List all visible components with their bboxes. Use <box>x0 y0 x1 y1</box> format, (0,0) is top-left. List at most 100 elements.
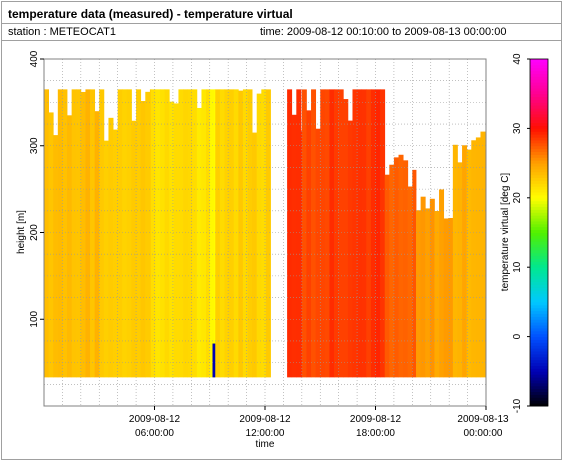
colorbar-band <box>530 385 548 390</box>
heatmap-cell <box>429 198 435 378</box>
heatmap-cell <box>329 89 335 378</box>
colorbar-band <box>530 403 548 407</box>
x-tick-label-date: 2009-08-12 <box>350 414 402 425</box>
colorbar-band <box>530 379 548 384</box>
heatmap-cell <box>366 89 372 378</box>
time-range-label: time: 2009-08-12 00:10:00 to 2009-08-13 … <box>260 26 507 38</box>
heatmap-cell <box>242 89 248 378</box>
colorbar-border <box>529 58 549 407</box>
x-tick-label-time: 12:00:00 <box>246 428 285 439</box>
colorbar-band <box>530 171 548 176</box>
heatmap-cell <box>150 89 156 378</box>
heatmap-cell <box>233 89 239 378</box>
heatmap-cell <box>67 115 73 378</box>
heatmap-cell <box>209 89 215 378</box>
heatmap-cell <box>214 89 216 378</box>
heatmap-cell <box>131 120 137 378</box>
heatmap-cell <box>201 89 207 378</box>
colorbar-band <box>530 238 548 242</box>
colorbar-band <box>530 218 548 222</box>
colorbar-band <box>530 325 548 329</box>
colorbar-band <box>530 246 548 251</box>
heatmap-cell <box>169 101 175 378</box>
heatmap-cell <box>315 128 321 378</box>
colorbar-band <box>530 174 548 179</box>
heatmap-cell <box>448 217 454 378</box>
colorbar-band <box>530 102 548 106</box>
heatmap-cell <box>300 130 303 378</box>
colorbar-band <box>530 99 548 103</box>
heatmap-cell <box>475 137 481 378</box>
heatmap-cell <box>48 112 54 378</box>
colorbar-band <box>530 284 548 288</box>
colorbar-band <box>530 85 548 89</box>
colorbar-tick-label: 20 <box>512 192 523 204</box>
colorbar-band <box>530 212 548 216</box>
colorbar-tick-label: 10 <box>512 261 523 273</box>
colorbar-band <box>530 186 548 190</box>
title-bar: temperature data (measured) - temperatur… <box>2 2 561 24</box>
x-axis: 2009-08-12 06:00:00 2009-08-12 12:00:00 2009… <box>129 406 509 439</box>
heatmap-cell <box>291 114 297 378</box>
colorbar-band <box>530 183 548 187</box>
heatmap-cell <box>311 89 317 378</box>
heatmap-cell <box>117 89 123 378</box>
colorbar-band <box>530 342 548 346</box>
heatmap-cell <box>324 89 330 378</box>
heatmap-cell <box>252 132 258 378</box>
colorbar-band <box>530 79 548 83</box>
heatmap-cell <box>265 89 271 378</box>
colorbar-band <box>530 258 548 262</box>
heatmap-cell <box>224 89 230 378</box>
colorbar-band <box>530 70 548 74</box>
heatmap-cell <box>370 89 376 378</box>
colorbar-band <box>530 322 548 326</box>
grid-lines <box>44 59 486 406</box>
heatmap-cell <box>113 129 119 378</box>
colorbar-band <box>530 232 548 236</box>
colorbar-label: temperature virtual [deg C] <box>500 173 511 292</box>
colorbar-band <box>530 249 548 254</box>
x-tick-label-date: 2009-08-12 <box>239 414 291 425</box>
y-tick-label: 200 <box>29 224 40 241</box>
heatmap-cell <box>183 89 189 378</box>
x-tick-label-time: 06:00:00 <box>135 428 174 439</box>
heatmap-cell <box>187 89 193 378</box>
heatmap-cell <box>155 89 161 378</box>
heatmap-cell <box>108 117 114 378</box>
heatmap-cell <box>416 210 422 378</box>
colorbar-band <box>530 168 548 173</box>
heatmap-cell <box>122 89 128 378</box>
heatmap-cell <box>71 89 77 378</box>
colorbar-band <box>530 119 548 124</box>
colorbar-band <box>530 148 548 153</box>
colorbar-band <box>530 59 548 63</box>
colorbar-band <box>530 377 548 381</box>
y-tick-label: 400 <box>29 50 40 67</box>
colorbar-band <box>530 165 548 170</box>
colorbar-band <box>530 235 548 239</box>
heatmap-cell <box>164 89 170 378</box>
heatmap-cell <box>196 107 202 378</box>
colorbar-band <box>530 281 548 286</box>
colorbar-band <box>530 111 548 115</box>
colorbar-band <box>530 137 548 141</box>
heatmap-cell <box>256 93 262 378</box>
colorbar-band <box>530 61 548 66</box>
colorbar-band <box>530 64 548 69</box>
info-bar: station : METEOCAT1 time: 2009-08-12 00:… <box>2 24 561 41</box>
colorbar-band <box>530 351 548 355</box>
colorbar-band <box>530 339 548 343</box>
colorbar-band <box>530 197 548 202</box>
colorbar-band <box>530 87 548 92</box>
colorbar-band <box>530 319 548 323</box>
heatmap-cell <box>301 89 307 378</box>
colorbar-band <box>530 200 548 205</box>
colorbar-band <box>530 163 548 167</box>
heatmap-cell <box>347 120 353 378</box>
colorbar-band <box>530 73 548 77</box>
colorbar-band <box>530 299 548 303</box>
station-label: station : METEOCAT1 <box>8 26 116 38</box>
colorbar-band <box>530 382 548 387</box>
